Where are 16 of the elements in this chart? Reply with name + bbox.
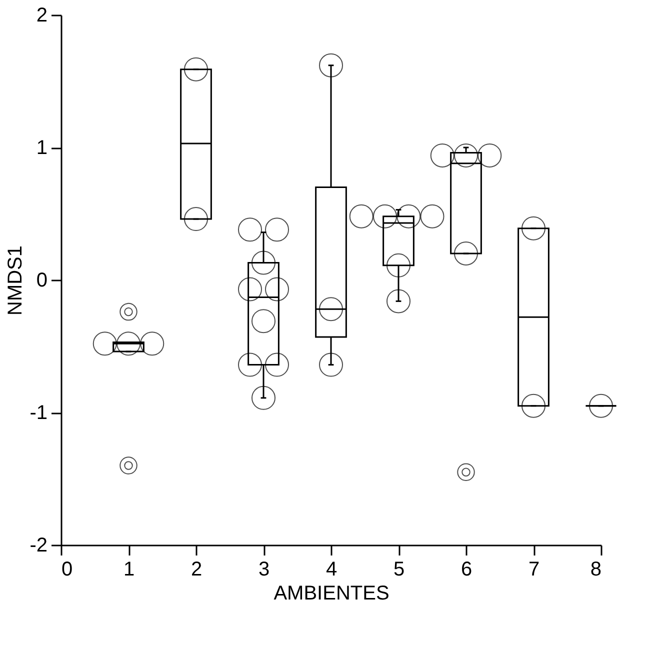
x-tick-label: 1 [123,558,135,580]
x-tick-label: 7 [528,558,540,580]
x-tick-label: 3 [258,558,270,580]
x-axis-title: AMBIENTES [274,582,390,604]
y-tick-label: -1 [30,402,48,424]
y-axis-title: NMDS1 [4,245,27,316]
y-tick-label: 2 [36,4,48,26]
x-tick-label: 2 [190,558,202,580]
y-tick-label: 1 [36,137,48,159]
x-tick-label: 4 [326,558,338,580]
x-tick-label: 6 [460,558,472,580]
x-tick-label: 0 [62,558,73,580]
x-tick-label: 8 [590,558,602,580]
y-tick-label: 0 [36,270,48,292]
y-tick-label: -2 [30,534,48,556]
x-tick-label: 5 [393,558,405,580]
